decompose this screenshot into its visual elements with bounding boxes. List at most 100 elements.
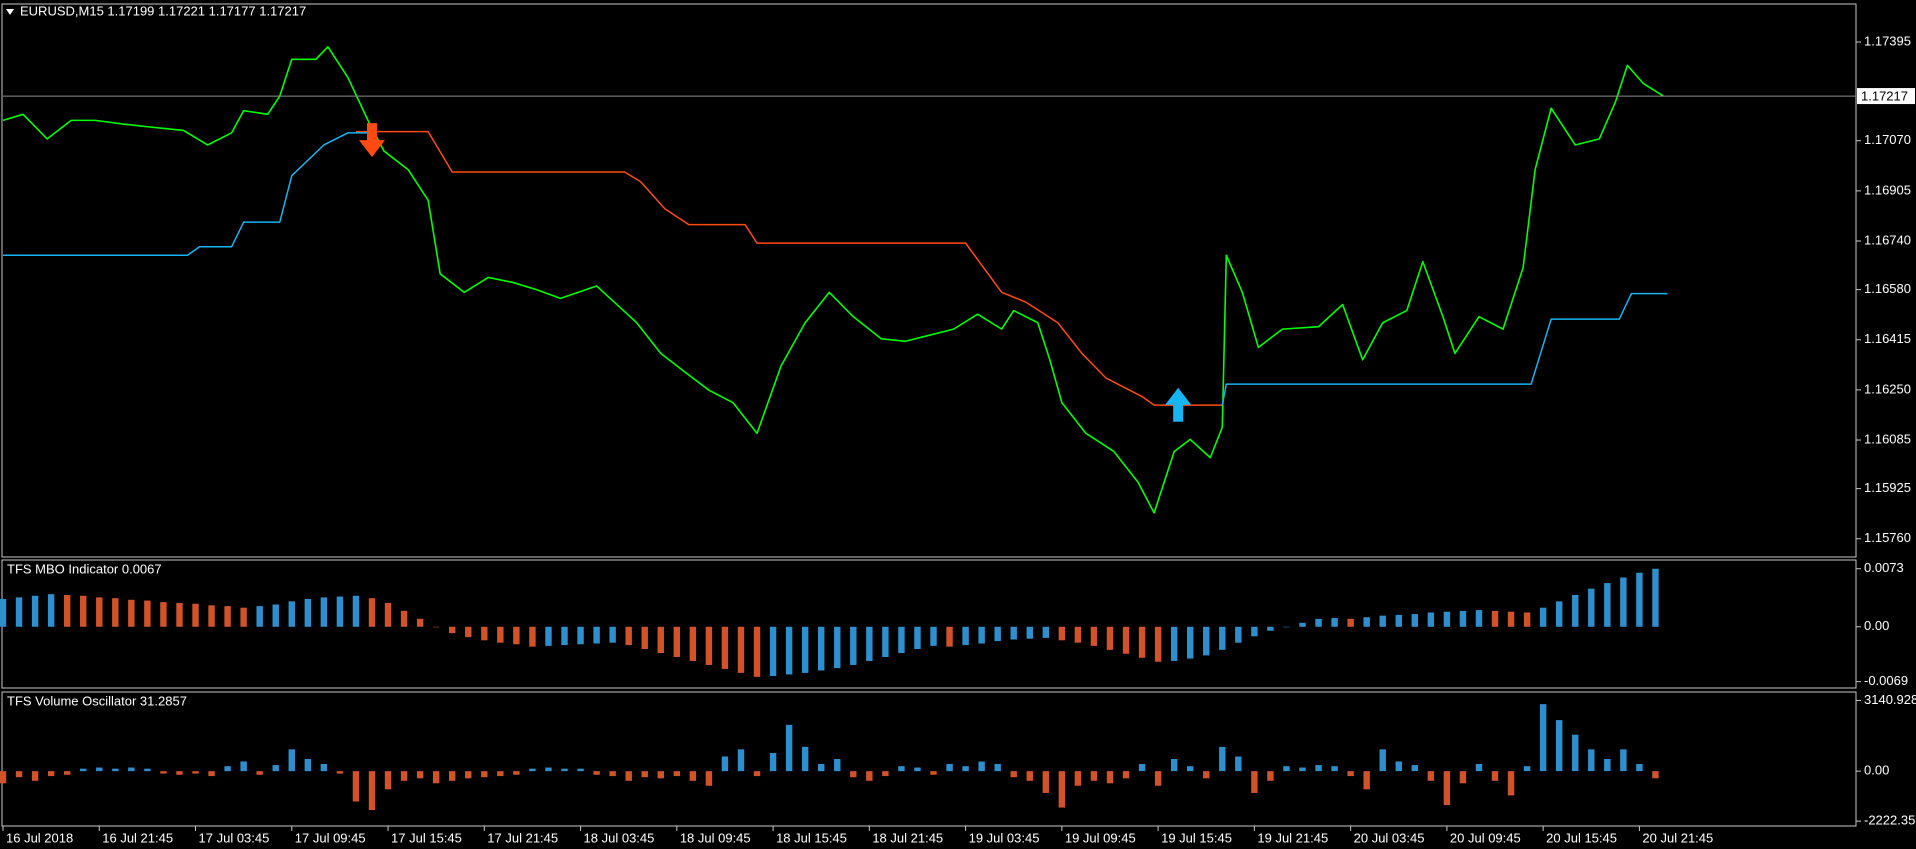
histogram-bar [31,595,39,627]
current-price-box [1857,88,1915,105]
histogram-bar [272,765,279,772]
histogram-bar [1138,763,1146,772]
x-tick-label: 16 Jul 2018 [6,830,73,845]
histogram-bar [304,598,312,627]
histogram-bar [817,626,825,671]
pane-frame [1,691,1857,827]
histogram-bar [1411,614,1419,627]
histogram-bar [31,771,39,781]
histogram-bar [834,759,841,772]
histogram-bar [1427,612,1435,627]
histogram-bar [1459,610,1467,627]
histogram-bar [160,771,167,774]
histogram-bar [753,626,761,677]
histogram-bar [416,618,424,627]
histogram-bar [384,771,392,790]
histogram-bar [1555,601,1563,627]
histogram-bar [930,771,937,775]
histogram-bar [1058,626,1066,641]
histogram-bar [1475,610,1483,627]
histogram-bar [1283,766,1290,772]
histogram-bar [1347,771,1354,777]
histogram-bar [1427,771,1435,781]
histogram-bar [15,771,23,778]
histogram-bar [1507,771,1515,796]
pane-frame [1,3,1857,558]
y-tick-label: 1.16415 [1864,331,1911,346]
histogram-bar [753,771,761,777]
histogram-bar [1491,771,1499,781]
histogram-bar [288,601,295,627]
histogram-bar [1026,626,1033,639]
histogram-bar [1106,771,1114,784]
histogram-bar [400,610,408,627]
histogram-bar [1106,626,1114,650]
histogram-bar [721,756,729,772]
menu-triangle[interactable] [6,9,14,15]
histogram-bar [352,595,360,627]
level-line [3,132,1668,406]
x-tick-label: 20 Jul 09:45 [1450,830,1521,845]
histogram-bar [465,771,472,779]
histogram-bar [63,594,71,627]
histogram-bar [1010,771,1017,778]
histogram-bar [449,626,456,634]
histogram-bar [737,749,745,772]
histogram-bar [1299,622,1306,627]
histogram-bar [368,771,376,811]
histogram-bar [1523,612,1531,627]
y-tick-label: 1.16580 [1864,281,1911,296]
y-tick-label: 1.16250 [1864,381,1911,396]
y-tick-label: 3140.9286 [1864,692,1916,707]
histogram-bar [1186,626,1194,659]
histogram-bar [272,604,279,627]
level-line [355,130,1223,406]
histogram-bar [240,607,247,627]
y-tick-label: -0.0069 [1864,673,1908,688]
histogram-bar [256,606,263,627]
histogram-bar [1588,588,1595,627]
histogram-bar [224,606,231,627]
histogram-bar [1203,626,1210,656]
histogram-bar [673,626,681,657]
histogram-bar [1267,771,1274,781]
histogram-bar [256,771,263,775]
histogram-bar [513,626,520,645]
histogram-bar [561,768,568,772]
histogram-bar [1299,767,1306,772]
histogram-bar [769,752,777,772]
histogram-bar [978,626,985,644]
current-price-label: 1.17217 [1861,89,1908,104]
histogram-bar [1170,759,1178,772]
histogram-bar [1042,771,1050,793]
histogram-bar [593,771,600,775]
histogram-bar [1395,614,1402,627]
histogram-bar [962,626,969,646]
histogram-bar [288,749,295,772]
histogram-bar [721,626,729,669]
histogram-bar [1652,771,1659,779]
histogram-bar [1154,626,1162,662]
x-tick-label: 17 Jul 03:45 [199,830,270,845]
x-tick-label: 19 Jul 09:45 [1065,830,1136,845]
histogram-bar [1203,771,1210,779]
histogram-bar [1251,771,1258,793]
histogram-bar [1636,763,1643,772]
histogram-bar [641,771,648,778]
histogram-bar [1267,626,1274,631]
histogram-bar [1379,615,1386,627]
x-tick-label: 19 Jul 21:45 [1257,830,1328,845]
histogram-bar [657,771,664,779]
histogram-bar [914,626,921,650]
chart-title: EURUSD,M15 1.17199 1.17221 1.17177 1.172… [20,3,306,18]
histogram-bar [96,767,103,772]
histogram-bar [1539,607,1547,627]
histogram-bar [320,597,328,627]
histogram-bar [160,602,167,627]
histogram-bar [1219,626,1226,650]
histogram-bar [801,746,809,772]
histogram-bar [497,626,504,643]
histogram-bar [1572,734,1579,772]
